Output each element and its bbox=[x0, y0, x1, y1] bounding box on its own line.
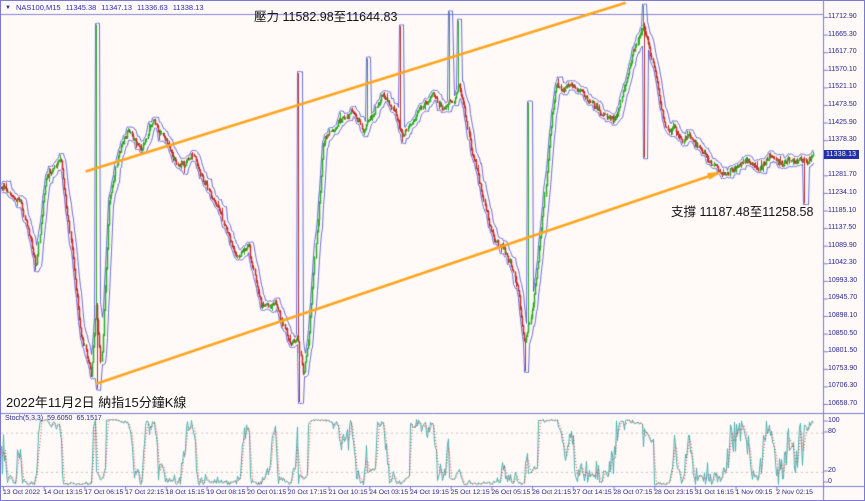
ohlc-close: 11338.13 bbox=[172, 3, 204, 12]
stoch-d-value: 65.1517 bbox=[76, 415, 102, 422]
ohlc-open: 11345.38 bbox=[65, 3, 97, 12]
symbol-ohlc-line: ▼ NAS100,M15 11345.38 11347.13 11336.63 … bbox=[5, 3, 204, 12]
ohlc-low: 11336.63 bbox=[137, 3, 168, 12]
stoch-name: Stoch(5,3,3) bbox=[5, 415, 44, 422]
date-caption: 2022年11月2日 納指15分鐘K線 bbox=[3, 392, 190, 411]
stoch-k-value: 59.6050 bbox=[47, 415, 73, 422]
symbol-name: NAS100,M15 bbox=[15, 3, 61, 12]
stoch-indicator-label: Stoch(5,3,3) 59.6050 65.1517 bbox=[5, 415, 102, 422]
support-annotation: 支撐 11187.48至11258.58 bbox=[671, 205, 814, 219]
current-price-tag: 11338.13 bbox=[824, 150, 860, 160]
ohlc-high: 11347.13 bbox=[101, 3, 133, 12]
symbol-dropdown-icon[interactable]: ▼ bbox=[5, 4, 11, 11]
resistance-annotation: 壓力 11582.98至11644.83 bbox=[254, 10, 398, 24]
